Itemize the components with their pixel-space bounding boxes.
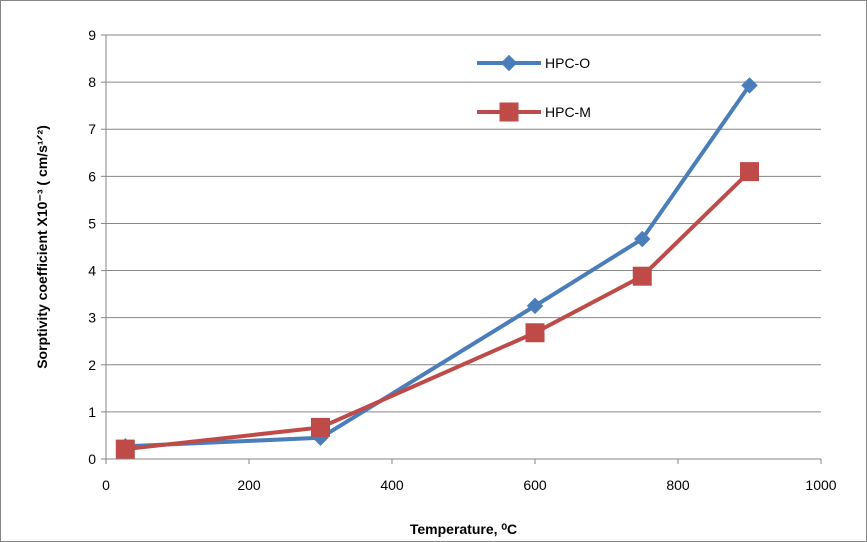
grid-lines [106, 34, 821, 413]
legend-marker [500, 54, 518, 72]
x-tick-label: 0 [102, 477, 110, 493]
data-point [311, 417, 330, 437]
y-tick-label: 1 [88, 404, 96, 420]
x-tick-label: 200 [237, 477, 261, 493]
legend: HPC-O HPC-M [477, 54, 591, 122]
series-hpc-m [115, 162, 759, 459]
series-hpc-o [117, 77, 758, 455]
legend-marker [499, 102, 519, 122]
axes [105, 35, 821, 460]
x-axis-title: Temperature, ⁰C [410, 521, 517, 537]
x-tick-label: 800 [666, 477, 690, 493]
series-group [115, 77, 759, 459]
data-point [526, 297, 544, 315]
data-point [740, 162, 759, 182]
y-tick-label: 9 [88, 27, 96, 43]
data-point [525, 323, 545, 343]
y-tick-label: 5 [88, 215, 96, 231]
legend-label: HPC-O [545, 55, 590, 71]
y-tick-label: 2 [88, 357, 96, 373]
legend-item: HPC-M [477, 102, 591, 122]
legend-label: HPC-M [545, 104, 591, 120]
x-tick-label: 600 [523, 477, 547, 493]
y-axis-title: Sorptivity coefficient X10⁻³ ( cm/s¹ᐟ²) [34, 125, 50, 369]
data-point [632, 266, 652, 286]
x-tick-label: 1000 [805, 477, 836, 493]
data-point [634, 230, 651, 248]
series-line [125, 84, 752, 449]
tick-labels: 0 1 2 3 4 5 6 7 8 9 0 200 400 600 800 1000 [88, 27, 837, 493]
data-point [115, 439, 135, 459]
data-point [741, 77, 758, 94]
y-tick-label: 3 [88, 310, 96, 326]
series-line [125, 170, 751, 452]
y-tick-label: 0 [88, 451, 96, 467]
y-tick-label: 8 [88, 74, 96, 90]
legend-item: HPC-O [477, 54, 590, 72]
y-tick-label: 7 [88, 121, 96, 137]
y-tick-label: 6 [88, 168, 96, 184]
x-tick-label: 400 [380, 477, 404, 493]
y-tick-label: 4 [88, 263, 96, 279]
